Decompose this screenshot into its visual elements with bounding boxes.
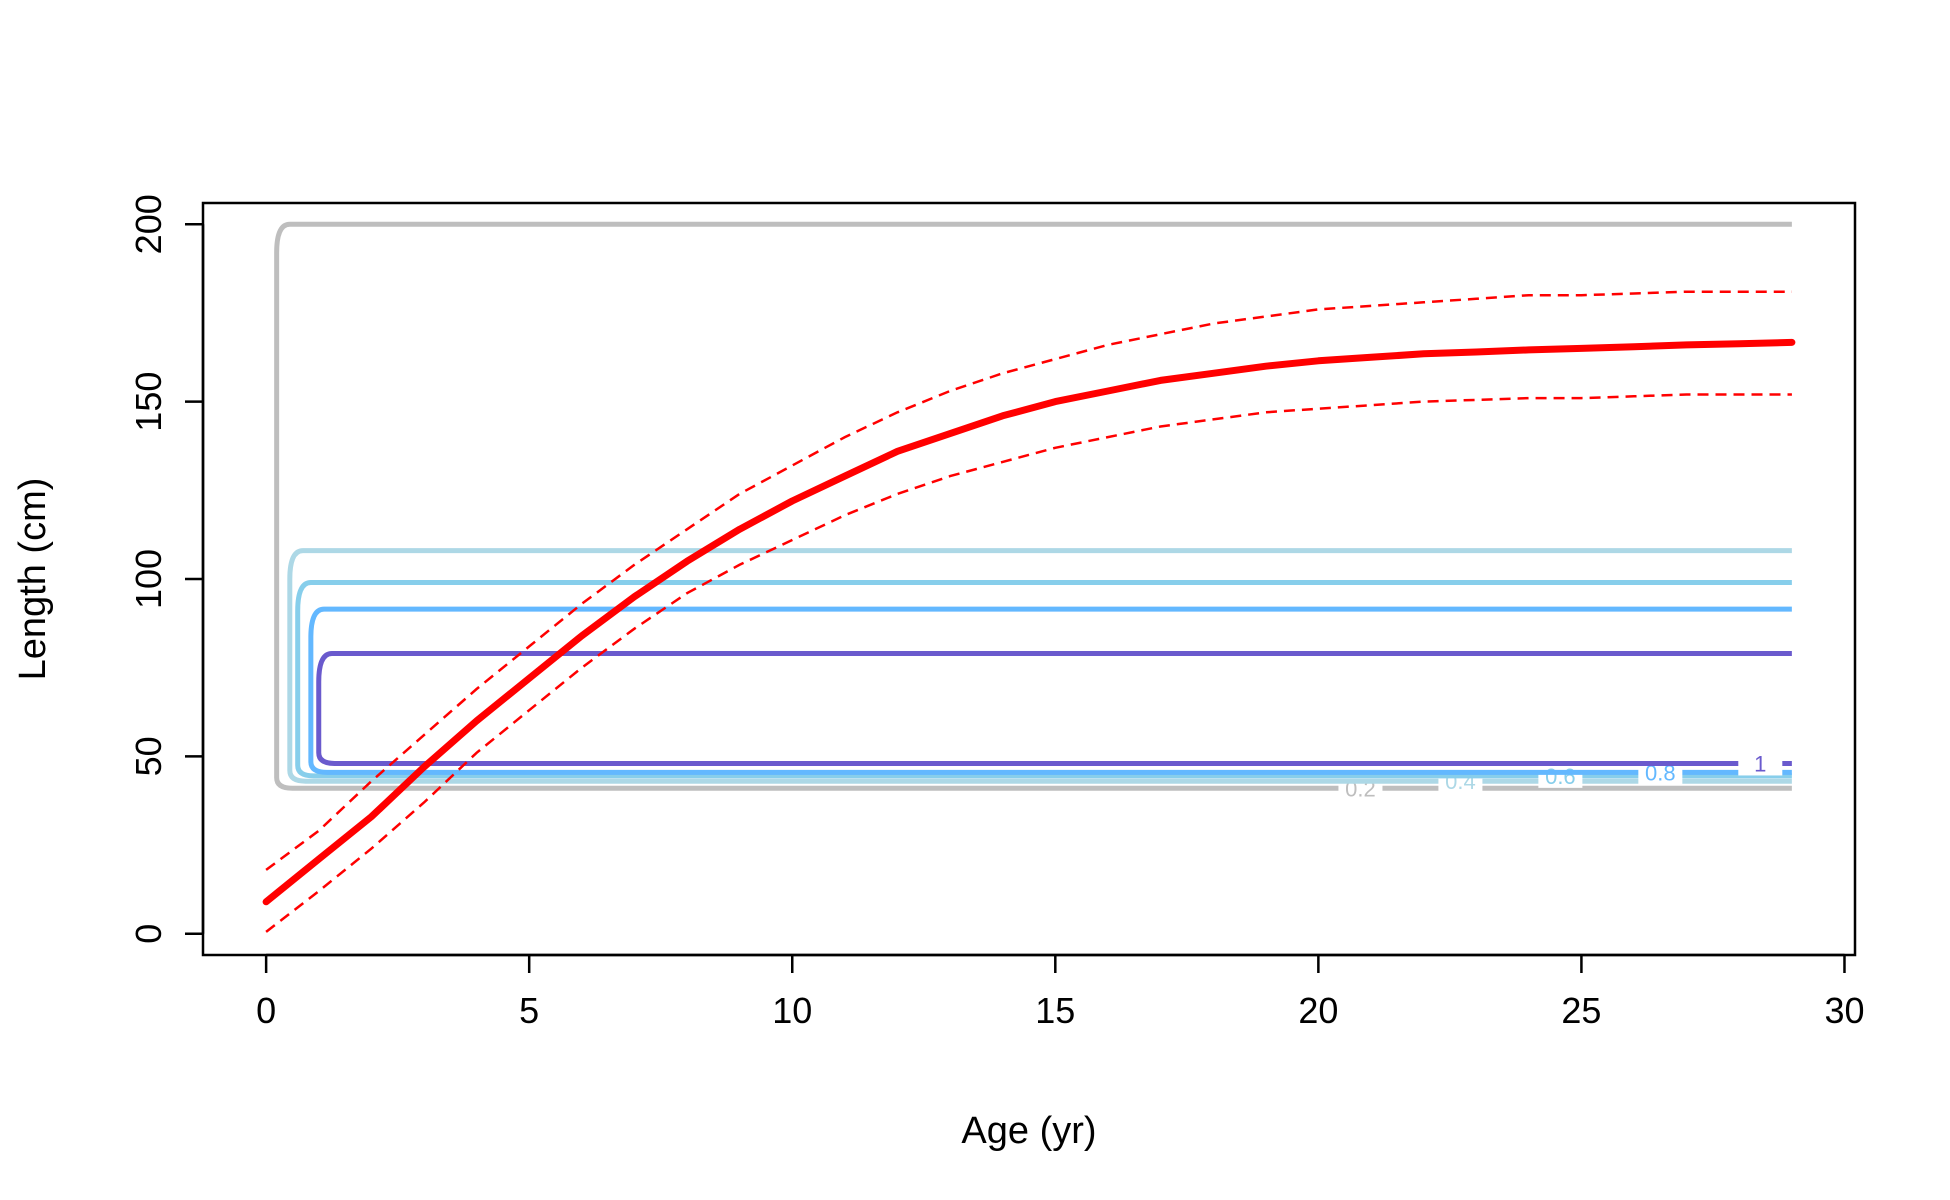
x-axis: 0 5 10 15 20 25 30 (256, 953, 1865, 1031)
y-axis-title: Length (cm) (12, 478, 54, 681)
x-axis-title: Age (yr) (961, 1110, 1096, 1152)
contour-label: 1 (1754, 751, 1766, 776)
x-tick-label: 10 (772, 990, 812, 1031)
x-tick-label: 25 (1561, 990, 1601, 1031)
contour-label: 0.6 (1545, 764, 1576, 789)
growth-mean-curve (262, 338, 1796, 906)
y-axis: 0 50 100 150 200 (128, 194, 205, 944)
x-tick-label: 5 (519, 990, 539, 1031)
contour-line-0.8 (308, 606, 1792, 775)
x-tick-label: 15 (1035, 990, 1075, 1031)
y-tick-label: 50 (128, 736, 169, 776)
plot-frame (201, 201, 1857, 957)
contour-label-gap (1538, 763, 1583, 788)
growth-upper-bound (265, 290, 1792, 871)
y-tick-label: 150 (128, 372, 169, 432)
growth-curve-layer (262, 290, 1796, 933)
y-tick-label: 0 (128, 924, 169, 944)
x-tick-label: 20 (1298, 990, 1338, 1031)
contour-line-1 (316, 650, 1792, 766)
x-tick-label: 30 (1824, 990, 1864, 1031)
growth-lower-bound (265, 393, 1792, 933)
y-tick-label: 100 (128, 549, 169, 609)
y-tick-label: 200 (128, 194, 169, 254)
contour-label-gap (1738, 751, 1783, 776)
contour-line-0.4 (287, 548, 1792, 784)
x-tick-label: 0 (256, 990, 276, 1031)
contour-line-0.6 (295, 580, 1792, 779)
contour-line-0.2 (274, 221, 1792, 791)
contour-layer: 0.2 0.4 0.6 0.8 1 (274, 221, 1792, 801)
